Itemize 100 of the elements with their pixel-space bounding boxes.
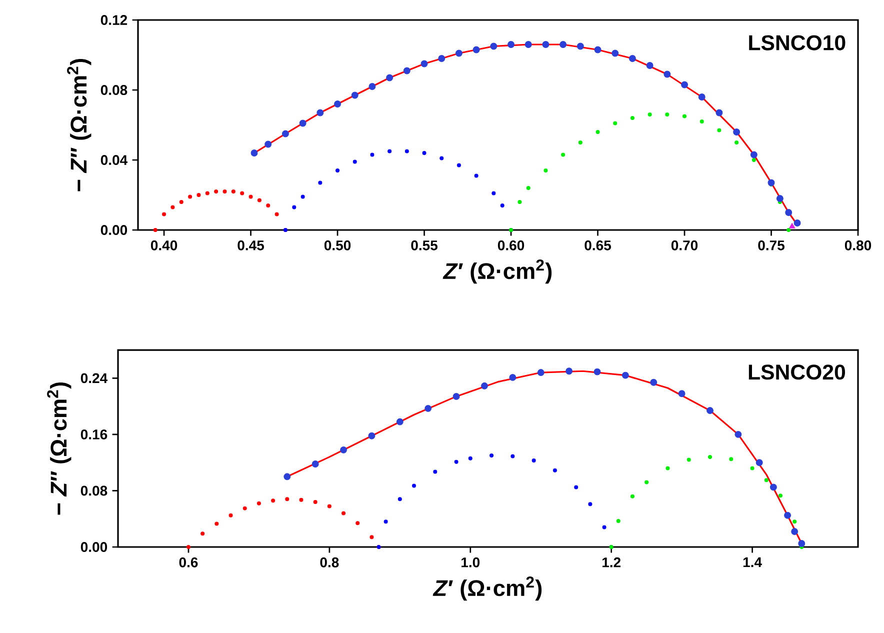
x-tick-label: 0.8 xyxy=(320,557,339,568)
point xyxy=(666,466,670,470)
point xyxy=(454,460,458,464)
point xyxy=(650,378,658,386)
point xyxy=(588,502,592,506)
point xyxy=(578,140,582,145)
point xyxy=(433,470,438,474)
x-tick-label: 0.45 xyxy=(238,240,264,250)
point xyxy=(312,460,319,468)
point xyxy=(681,81,688,88)
point xyxy=(300,194,305,199)
point xyxy=(370,535,374,540)
point xyxy=(510,454,515,458)
point xyxy=(162,212,166,216)
point xyxy=(256,501,261,506)
point xyxy=(576,42,584,50)
point xyxy=(532,458,536,462)
y-axis-title: − Z″ (Ω·cm$^{2}$) xyxy=(47,382,72,515)
point xyxy=(264,140,272,148)
point xyxy=(544,168,548,173)
point xyxy=(526,186,530,190)
point xyxy=(327,504,332,508)
point xyxy=(384,520,388,524)
point xyxy=(798,540,806,547)
point xyxy=(752,158,756,162)
point xyxy=(474,174,478,178)
point xyxy=(616,518,620,523)
point xyxy=(537,369,544,376)
point xyxy=(356,521,360,526)
point xyxy=(698,94,706,100)
y-tick-label: 0.16 xyxy=(80,429,108,440)
point xyxy=(398,497,402,502)
point xyxy=(508,41,514,48)
point xyxy=(596,130,600,134)
point xyxy=(153,228,158,232)
point xyxy=(594,46,602,54)
point xyxy=(750,466,754,470)
x-tick-label: 0.80 xyxy=(844,240,872,250)
point xyxy=(299,120,306,127)
point xyxy=(682,114,687,118)
x-tick-label: 0.55 xyxy=(411,240,438,250)
point xyxy=(644,480,649,484)
point xyxy=(196,193,201,198)
point xyxy=(456,50,462,57)
point xyxy=(784,512,791,519)
x-tick-label: 0.60 xyxy=(498,240,524,250)
y-tick-label: 0.24 xyxy=(80,373,108,384)
point xyxy=(770,484,777,491)
point xyxy=(750,151,758,158)
point xyxy=(222,190,227,194)
point xyxy=(231,190,236,194)
point xyxy=(412,484,416,488)
point xyxy=(424,404,432,412)
point xyxy=(170,205,175,210)
point xyxy=(186,545,190,550)
point xyxy=(271,498,276,503)
point xyxy=(481,382,488,390)
point xyxy=(490,454,494,458)
point xyxy=(228,513,233,518)
point xyxy=(386,74,394,82)
annotation: LSNCO10 xyxy=(749,35,846,50)
point xyxy=(334,100,341,108)
point xyxy=(240,191,244,196)
point xyxy=(438,55,446,62)
point xyxy=(274,212,279,216)
point xyxy=(368,432,376,440)
point xyxy=(664,70,671,78)
y-tick-label: 0.04 xyxy=(100,155,128,165)
point xyxy=(299,498,304,502)
point xyxy=(214,522,219,526)
x-tick-label: 0.65 xyxy=(584,240,611,250)
point xyxy=(404,149,409,154)
point xyxy=(509,374,516,381)
point xyxy=(646,62,654,69)
point xyxy=(776,195,784,202)
point xyxy=(768,179,775,186)
x-axis-title: Z′ (Ω·cm$^{2}$) xyxy=(432,576,542,601)
point xyxy=(316,109,324,116)
point xyxy=(794,220,801,226)
point xyxy=(292,205,296,210)
y-tick-label: 0.00 xyxy=(80,542,108,552)
point xyxy=(686,458,691,462)
point xyxy=(629,55,636,62)
point xyxy=(188,194,192,199)
point xyxy=(700,120,704,124)
point xyxy=(285,497,290,502)
point xyxy=(342,511,346,516)
point xyxy=(282,130,289,138)
point xyxy=(248,194,253,199)
point xyxy=(396,418,404,426)
point xyxy=(472,46,480,54)
point xyxy=(205,191,210,196)
x-tick-label: 0.50 xyxy=(324,240,351,250)
point xyxy=(452,392,460,400)
point xyxy=(789,223,796,228)
x-axis-title: Z′ (Ω·cm$^{2}$) xyxy=(442,259,552,284)
point xyxy=(422,151,426,156)
point xyxy=(351,92,358,99)
y-axis-title: − Z″ (Ω·cm$^{2}$) xyxy=(67,58,92,192)
point xyxy=(214,190,218,194)
